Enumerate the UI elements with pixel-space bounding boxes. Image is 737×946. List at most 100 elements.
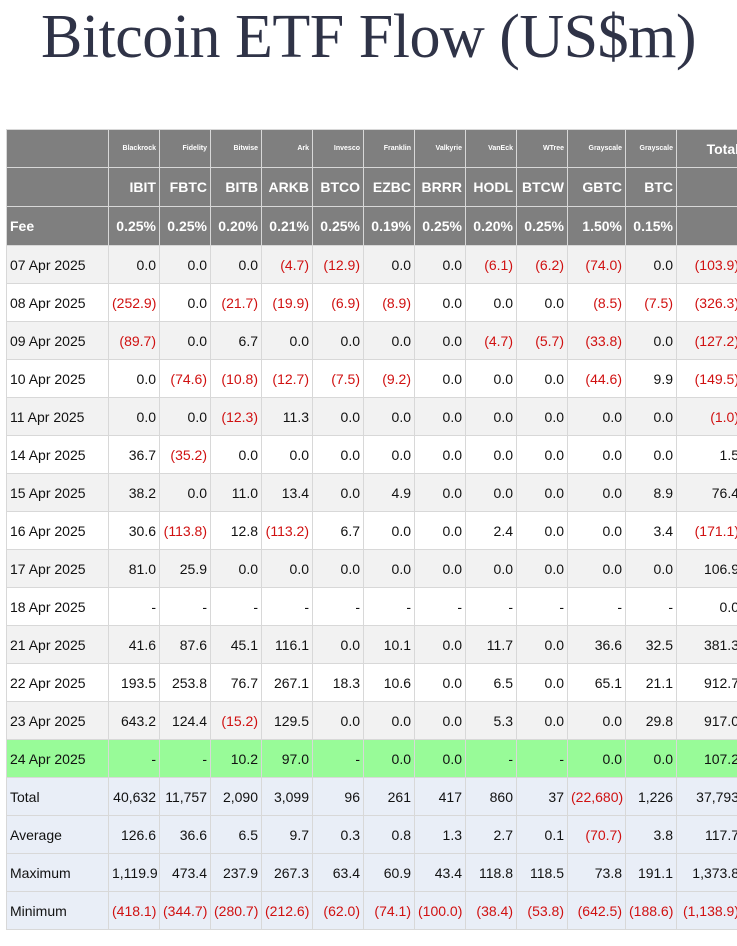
stat-cell: 63.4 (312, 853, 364, 892)
stat-cell: 1.3 (414, 815, 466, 854)
table-row: 18 Apr 2025-----------0.0 (6, 587, 737, 626)
flow-cell: - (465, 739, 517, 778)
stat-cell: (1,138.9) (676, 891, 737, 930)
flow-cell: 11.3 (261, 397, 313, 436)
fee-value: 0.25% (312, 206, 364, 246)
flow-cell: 0.0 (465, 473, 517, 512)
stat-cell: 37 (516, 777, 568, 816)
flow-cell: 0.0 (516, 663, 568, 702)
flow-cell: (21.7) (210, 283, 262, 322)
row-total: (326.3) (676, 283, 737, 322)
flow-cell: 0.0 (159, 321, 211, 360)
flow-cell: 0.0 (567, 739, 626, 778)
stat-cell: (212.6) (261, 891, 313, 930)
flow-cell: 0.0 (312, 549, 364, 588)
table-row: 23 Apr 2025 643.2 124.4 (15.2) 129.5 0.0 0.0 0.… (6, 701, 737, 740)
stat-cell: 40,632 (108, 777, 160, 816)
flow-cell: 0.0 (210, 435, 262, 474)
stat-cell: (642.5) (567, 891, 626, 930)
flow-cell: 0.0 (414, 283, 466, 322)
stat-cell: (38.4) (465, 891, 517, 930)
flow-cell: 0.0 (414, 549, 466, 588)
flow-cell: (5.7) (516, 321, 568, 360)
fee-value: 0.15% (625, 206, 677, 246)
fee-header-row: Fee 0.25% 0.25% 0.20% 0.21% 0.25% 0.19% 0.25% 0.… (6, 206, 737, 246)
stat-cell: (280.7) (210, 891, 262, 930)
stat-cell: (74.1) (363, 891, 415, 930)
flow-cell: 0.0 (414, 511, 466, 550)
flow-cell: 0.0 (414, 625, 466, 664)
flow-cell: (113.8) (159, 511, 211, 550)
flow-cell: (44.6) (567, 359, 626, 398)
flow-cell: 11.0 (210, 473, 262, 512)
stat-cell: (53.8) (516, 891, 568, 930)
flow-cell: 0.0 (465, 359, 517, 398)
flow-cell: - (210, 587, 262, 626)
flow-cell: (35.2) (159, 435, 211, 474)
flow-cell: 0.0 (625, 549, 677, 588)
flow-cell: - (465, 587, 517, 626)
flow-cell: 0.0 (567, 397, 626, 436)
fee-value: 0.20% (465, 206, 517, 246)
ticker-symbol: EZBC (363, 167, 415, 207)
fee-value: 0.25% (108, 206, 160, 246)
fee-value: 0.25% (159, 206, 211, 246)
fee-value: 0.25% (516, 206, 568, 246)
flow-cell: 0.0 (516, 625, 568, 664)
row-date: 16 Apr 2025 (6, 511, 109, 550)
flow-cell: 0.0 (414, 701, 466, 740)
table-row: 24 Apr 2025- -10.2 97.0-0.0 0.0- -0.0 0.0 107.… (6, 739, 737, 778)
stat-cell: 126.6 (108, 815, 160, 854)
fee-label: Fee (6, 206, 109, 246)
stat-cell: 1,226 (625, 777, 677, 816)
flow-cell: - (363, 587, 415, 626)
flow-cell: - (108, 587, 160, 626)
total-header-blank (676, 167, 737, 207)
flow-cell: 9.9 (625, 359, 677, 398)
flow-cell: 25.9 (159, 549, 211, 588)
flow-cell: 6.5 (465, 663, 517, 702)
flow-cell: - (312, 587, 364, 626)
flow-cell: 36.7 (108, 435, 160, 474)
row-date: 11 Apr 2025 (6, 397, 109, 436)
stat-cell: (62.0) (312, 891, 364, 930)
flow-cell: 0.0 (261, 321, 313, 360)
flow-cell: 0.0 (567, 435, 626, 474)
flow-cell: 76.7 (210, 663, 262, 702)
table-row: 21 Apr 2025 41.6 87.6 45.1 116.1 0.0 10.1 0.0 11… (6, 625, 737, 664)
flow-cell: 6.7 (210, 321, 262, 360)
stat-cell: 11,757 (159, 777, 211, 816)
flow-cell: 12.8 (210, 511, 262, 550)
flow-cell: 38.2 (108, 473, 160, 512)
stat-label: Total (6, 777, 109, 816)
flow-cell: - (159, 587, 211, 626)
flow-cell: 0.0 (363, 739, 415, 778)
flow-cell: 45.1 (210, 625, 262, 664)
flow-cell: 253.8 (159, 663, 211, 702)
stat-row-total: Total 40,632 11,757 2,090 3,099 96 261 417 860 37… (6, 777, 737, 816)
stat-cell: 1,119.9 (108, 853, 160, 892)
row-date: 08 Apr 2025 (6, 283, 109, 322)
stat-cell: 73.8 (567, 853, 626, 892)
flow-cell: 0.0 (567, 701, 626, 740)
issuer-name: VanEck (465, 129, 517, 168)
flow-cell: 0.0 (363, 435, 415, 474)
flow-cell: 32.5 (625, 625, 677, 664)
row-date: 24 Apr 2025 (6, 739, 109, 778)
row-date: 17 Apr 2025 (6, 549, 109, 588)
total-header: Total (676, 129, 737, 168)
flow-cell: 0.0 (414, 397, 466, 436)
stat-label: Average (6, 815, 109, 854)
flow-cell: 0.0 (516, 701, 568, 740)
stat-row-maximum: Maximum 1,119.9 473.4 237.9 267.3 63.4 60.9 43.… (6, 853, 737, 892)
row-total: (149.5) (676, 359, 737, 398)
flow-cell: - (567, 587, 626, 626)
flow-cell: 0.0 (516, 473, 568, 512)
flow-cell: 18.3 (312, 663, 364, 702)
flow-cell: (74.0) (567, 245, 626, 284)
issuer-name: Valkyrie (414, 129, 466, 168)
row-date: 23 Apr 2025 (6, 701, 109, 740)
flow-cell: (33.8) (567, 321, 626, 360)
flow-cell: 0.0 (414, 473, 466, 512)
flow-cell: 129.5 (261, 701, 313, 740)
